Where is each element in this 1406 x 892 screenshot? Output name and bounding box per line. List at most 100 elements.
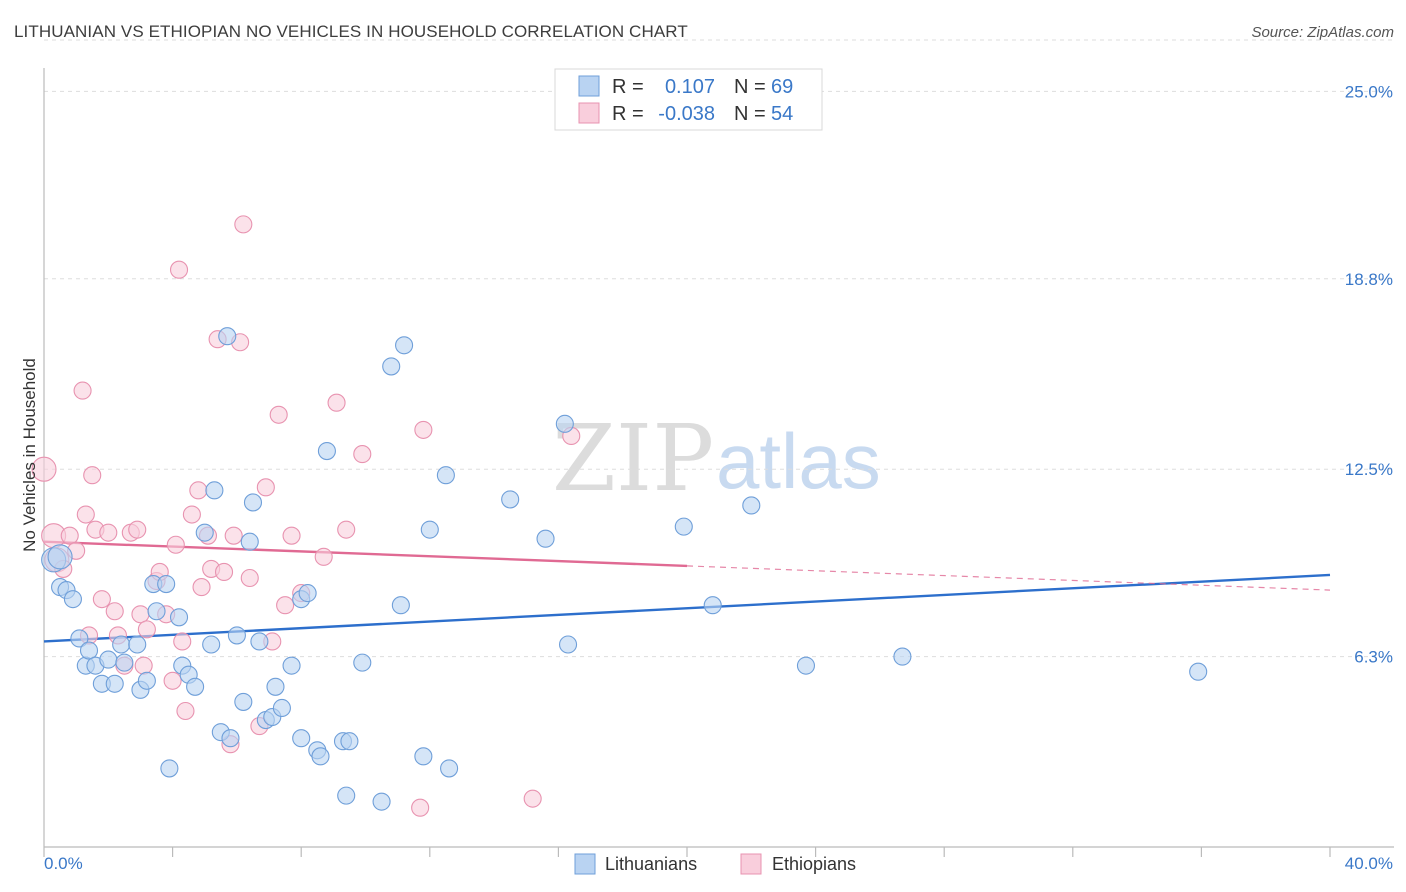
- point-ethiopians: [92, 590, 111, 609]
- point-ethiopians: [73, 381, 92, 400]
- point-ethiopians: [31, 456, 57, 482]
- point-lithuanians: [703, 596, 722, 615]
- chart-title: LITHUANIAN VS ETHIOPIAN NO VEHICLES IN H…: [14, 22, 688, 41]
- point-ethiopians: [176, 701, 195, 721]
- point-ethiopians: [83, 466, 102, 485]
- point-lithuanians: [195, 523, 214, 542]
- point-ethiopians: [60, 526, 79, 545]
- point-lithuanians: [202, 635, 221, 654]
- point-ethiopians: [192, 578, 211, 597]
- point-lithuanians: [160, 759, 179, 778]
- point-lithuanians: [266, 677, 285, 696]
- legend-swatch-ethiopians: [578, 102, 600, 124]
- source-label: Source: ZipAtlas.com: [1251, 24, 1394, 41]
- point-ethiopians: [414, 420, 433, 439]
- point-ethiopians: [137, 620, 156, 639]
- legend-n-label-1: N =: [734, 76, 766, 98]
- point-lithuanians: [205, 481, 224, 500]
- point-lithuanians: [218, 327, 237, 346]
- point-lithuanians: [47, 544, 73, 570]
- watermark-atlas: atlas: [716, 417, 881, 505]
- x-tick-label-min: 0.0%: [44, 854, 83, 873]
- point-ethiopians: [134, 656, 153, 675]
- legend: R = 0.107 N = 69 R = -0.038 N = 54: [554, 68, 823, 131]
- point-lithuanians: [558, 635, 578, 654]
- point-lithuanians: [501, 490, 520, 509]
- point-lithuanians: [227, 626, 246, 645]
- point-lithuanians: [414, 747, 433, 766]
- point-ethiopians: [182, 505, 201, 524]
- point-ethiopians: [166, 535, 185, 554]
- point-lithuanians: [79, 641, 99, 660]
- point-ethiopians: [256, 478, 275, 497]
- point-lithuanians: [382, 357, 401, 376]
- data-points: [31, 215, 1208, 817]
- point-ethiopians: [131, 605, 150, 624]
- bottom-legend: Lithuanians Ethiopians: [574, 853, 856, 875]
- point-ethiopians: [411, 798, 430, 817]
- point-lithuanians: [420, 520, 439, 539]
- point-lithuanians: [70, 629, 89, 648]
- point-ethiopians: [163, 671, 182, 690]
- point-lithuanians: [555, 414, 574, 433]
- point-lithuanians: [395, 336, 414, 355]
- watermark-zip: ZIP: [552, 405, 714, 512]
- bottom-legend-swatch-ethiopians: [740, 853, 762, 875]
- y-tick-label: 18.8%: [1345, 270, 1393, 289]
- point-lithuanians: [440, 759, 459, 778]
- point-ethiopians: [224, 526, 243, 545]
- point-ethiopians: [282, 526, 301, 545]
- point-lithuanians: [128, 635, 147, 654]
- point-lithuanians: [536, 529, 555, 548]
- legend-n-value-1: 69: [771, 76, 793, 98]
- point-ethiopians: [523, 789, 542, 808]
- point-lithuanians: [186, 677, 205, 696]
- point-lithuanians: [282, 656, 301, 675]
- point-lithuanians: [340, 732, 359, 751]
- point-ethiopians: [214, 562, 234, 582]
- point-lithuanians: [169, 608, 189, 627]
- legend-r-value-2: -0.038: [658, 103, 715, 125]
- point-lithuanians: [240, 532, 259, 551]
- point-lithuanians: [99, 650, 118, 669]
- point-lithuanians: [893, 647, 912, 666]
- point-lithuanians: [221, 729, 240, 748]
- legend-r-value-1: 0.107: [665, 76, 715, 98]
- point-ethiopians: [99, 523, 118, 542]
- point-ethiopians: [240, 568, 259, 588]
- point-ethiopians: [234, 215, 253, 234]
- point-lithuanians: [115, 653, 134, 672]
- point-ethiopians: [105, 602, 124, 621]
- trend-lines: [43, 540, 1331, 643]
- legend-n-label-2: N =: [734, 103, 766, 125]
- point-ethiopians: [314, 547, 333, 566]
- point-ethiopians: [173, 632, 192, 651]
- y-axis-label: No Vehicles in Household: [20, 358, 39, 552]
- point-lithuanians: [234, 692, 253, 711]
- trend-line-lithuanians: [43, 573, 1331, 643]
- legend-n-value-2: 54: [771, 103, 793, 125]
- trend-line-ethiopians-extrapolated: [686, 565, 1331, 591]
- x-tick-label-max: 40.0%: [1345, 854, 1393, 873]
- point-lithuanians: [250, 632, 269, 651]
- point-lithuanians: [292, 729, 311, 748]
- point-lithuanians: [337, 786, 356, 805]
- bottom-legend-label-ethiopians: Ethiopians: [772, 854, 856, 874]
- point-lithuanians: [353, 653, 372, 672]
- point-lithuanians: [63, 590, 82, 609]
- point-ethiopians: [76, 505, 95, 524]
- point-ethiopians: [337, 520, 356, 539]
- point-lithuanians: [272, 698, 291, 718]
- point-lithuanians: [137, 671, 156, 690]
- point-ethiopians: [189, 481, 208, 500]
- legend-r-label-2: R =: [612, 103, 644, 125]
- point-lithuanians: [317, 442, 336, 461]
- point-lithuanians: [147, 602, 166, 621]
- point-lithuanians: [796, 656, 816, 675]
- bottom-legend-label-lithuanians: Lithuanians: [605, 854, 697, 874]
- point-ethiopians: [128, 520, 147, 539]
- point-lithuanians: [298, 584, 317, 603]
- point-lithuanians: [243, 493, 263, 512]
- point-lithuanians: [372, 792, 391, 811]
